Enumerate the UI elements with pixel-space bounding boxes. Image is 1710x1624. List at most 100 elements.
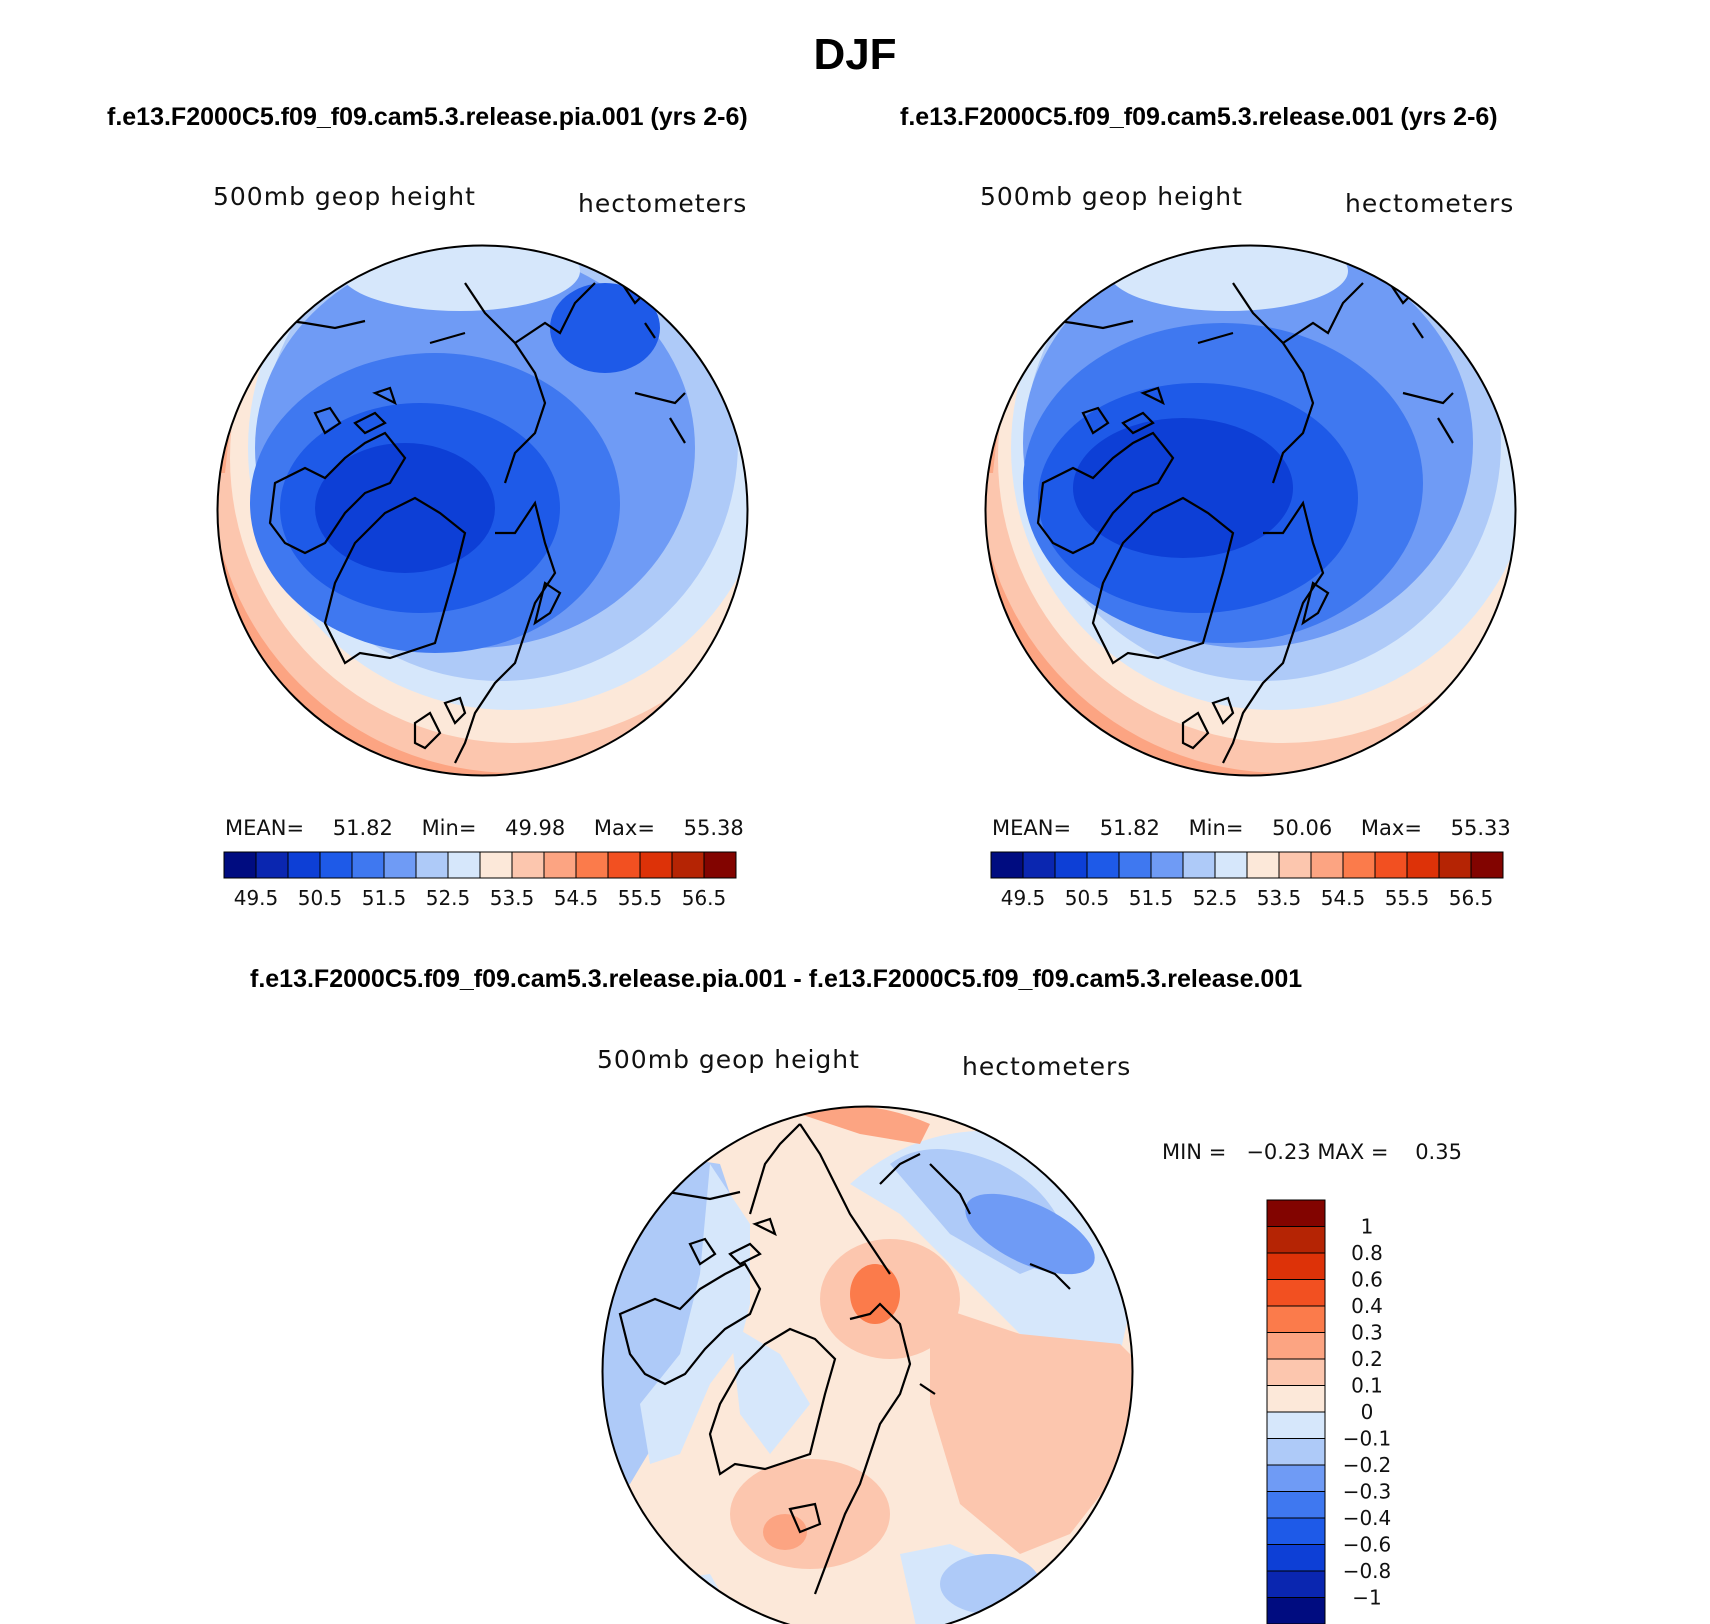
panel2-stats: MEAN= 51.82 Min= 50.06 Max= 55.33 (992, 816, 1511, 840)
panel2-colorbar-tick-label: 55.5 (1385, 886, 1430, 910)
diff-colorbar-tick-label: −0.3 (1343, 1480, 1392, 1504)
panel2-colorbar-tick-label: 50.5 (1065, 886, 1110, 910)
panel2-colorbar-color-box (1438, 851, 1472, 879)
diff-colorbar-color-box (1266, 1464, 1326, 1492)
diff-colorbar-tick-label: −0.2 (1343, 1453, 1392, 1477)
panel1-colorbar-tick-label: 52.5 (426, 886, 471, 910)
panel1-colorbar-color-box (575, 851, 609, 879)
panel1-max-label: Max= (593, 816, 655, 840)
panel1-max-value: 55.38 (683, 816, 744, 840)
panel1-colorbar-color-box (223, 851, 257, 879)
diff-colorbar-tick-label: −1 (1352, 1586, 1381, 1610)
diff-colorbar-tick-label: 0 (1361, 1400, 1374, 1424)
panel2-variable-label: 500mb geop height (980, 182, 1243, 211)
diff-colorbar-color-box (1266, 1491, 1326, 1519)
diff-colorbar-tick-label: 0.3 (1351, 1321, 1383, 1345)
diff-colorbar: 10.8 0.60.4 0.30.2 0.10 −0.1−0.2 −0.3−0.4 −0.6… (1266, 1199, 1392, 1624)
diff-colorbar-tick-label: 0.6 (1351, 1268, 1383, 1292)
panel1-colorbar-tick-label: 50.5 (298, 886, 343, 910)
panel2-colorbar-color-box (1118, 851, 1152, 879)
panel1-min-value: 49.98 (505, 816, 566, 840)
panel1-colorbar-tick-label: 49.5 (234, 886, 279, 910)
panel2-colorbar-tick-label: 56.5 (1449, 886, 1494, 910)
panel1-units-label: hectometers (578, 189, 748, 218)
panel1-colorbar-color-box (671, 851, 705, 879)
panel1-polar-map (216, 244, 749, 777)
panel2-min-label: Min= (1188, 816, 1244, 840)
panel2-colorbar-color-box (1406, 851, 1440, 879)
panel1-mean-label: MEAN= (225, 816, 305, 840)
panel2-colorbar-tick-label: 53.5 (1257, 886, 1302, 910)
diff-variable-label: 500mb geop height (597, 1045, 860, 1074)
panel2-colorbar-color-box (1310, 851, 1344, 879)
panel2-colorbar-tick-label: 51.5 (1129, 886, 1174, 910)
panel1-colorbar-tick-label: 55.5 (618, 886, 663, 910)
diff-case-title: f.e13.F2000C5.f09_f09.cam5.3.release.pia… (250, 965, 1303, 993)
diff-colorbar-color-box (1266, 1411, 1326, 1439)
panel1-colorbar-color-box (319, 851, 353, 879)
diff-polar-map (601, 1105, 1134, 1624)
diff-colorbar-color-box (1266, 1438, 1326, 1466)
panel2-colorbar-color-box (1022, 851, 1056, 879)
panel2-mean-label: MEAN= (992, 816, 1072, 840)
diff-colorbar-color-box (1266, 1385, 1326, 1413)
diff-colorbar-tick-label: −0.4 (1343, 1506, 1392, 1530)
panel1-colorbar-color-box (543, 851, 577, 879)
diff-colorbar-color-box (1266, 1305, 1326, 1333)
panel1-colorbar-color-box (479, 851, 513, 879)
panel1-colorbar-tick-label: 51.5 (362, 886, 407, 910)
panel1-colorbar-color-box (511, 851, 545, 879)
panel1-stats: MEAN= 51.82 Min= 49.98 Max= 55.38 (225, 816, 744, 840)
panel1-colorbar-tick-label: 56.5 (682, 886, 727, 910)
panel1-colorbar-color-box (639, 851, 673, 879)
diff-minmax: MIN = −0.23 MAX = 0.35 (1162, 1140, 1462, 1164)
panel2-colorbar-tick-label: 52.5 (1193, 886, 1238, 910)
diff-colorbar-tick-label: 0.4 (1351, 1294, 1383, 1318)
panel2-colorbar-color-box (1150, 851, 1184, 879)
panel2-polar-map (984, 244, 1517, 777)
panel2-min-value: 50.06 (1272, 816, 1333, 840)
diff-colorbar-color-box (1266, 1517, 1326, 1545)
diff-colorbar-color-box (1266, 1544, 1326, 1572)
figure-title: DJF (813, 30, 897, 79)
panel1-variable-label: 500mb geop height (213, 182, 476, 211)
panel2-colorbar-color-box (1342, 851, 1376, 879)
panel1-colorbar-color-box (415, 851, 449, 879)
diff-colorbar-color-box (1266, 1199, 1326, 1227)
panel2-mean-value: 51.82 (1099, 816, 1160, 840)
panel2-colorbar-color-box (1182, 851, 1216, 879)
panel1-colorbar-color-box (703, 851, 737, 879)
diff-colorbar-color-box (1266, 1252, 1326, 1280)
panel2-colorbar-tick-label: 54.5 (1321, 886, 1366, 910)
diff-colorbar-color-box (1266, 1570, 1326, 1598)
panel1-colorbar-color-box (447, 851, 481, 879)
panel1-mean-value: 51.82 (332, 816, 393, 840)
panel1-colorbar: 49.5 50.5 51.5 52.5 53.5 54.5 55.5 56.5 (223, 851, 737, 910)
panel2-colorbar-color-box (1054, 851, 1088, 879)
diff-colorbar-color-box (1266, 1597, 1326, 1624)
panel2-colorbar-color-box (1246, 851, 1280, 879)
panel1-case-title: f.e13.F2000C5.f09_f09.cam5.3.release.pia… (107, 103, 748, 131)
panel2-colorbar-tick-label: 49.5 (1001, 886, 1046, 910)
panel1-colorbar-tick-label: 53.5 (490, 886, 535, 910)
panel2-colorbar-color-box (1086, 851, 1120, 879)
panel1-colorbar-color-box (255, 851, 289, 879)
diff-units-label: hectometers (962, 1052, 1132, 1081)
diff-colorbar-color-box (1266, 1279, 1326, 1307)
panel1-colorbar-color-box (287, 851, 321, 879)
diff-colorbar-color-box (1266, 1358, 1326, 1386)
panel1-colorbar-color-box (351, 851, 385, 879)
diff-colorbar-tick-label: −0.8 (1343, 1559, 1392, 1583)
diff-colorbar-color-box (1266, 1332, 1326, 1360)
diff-colorbar-tick-label: 1 (1361, 1215, 1374, 1239)
panel2-colorbar-color-box (1278, 851, 1312, 879)
panel2-colorbar-color-box (1214, 851, 1248, 879)
panel1-colorbar-color-box (607, 851, 641, 879)
diff-colorbar-tick-label: 0.2 (1351, 1347, 1383, 1371)
diff-colorbar-tick-label: 0.8 (1351, 1241, 1383, 1265)
panel2-max-value: 55.33 (1450, 816, 1511, 840)
panel2-colorbar-color-box (1470, 851, 1504, 879)
diff-colorbar-tick-label: −0.6 (1343, 1533, 1392, 1557)
panel2-colorbar: 49.5 50.5 51.5 52.5 53.5 54.5 55.5 56.5 (990, 851, 1504, 910)
